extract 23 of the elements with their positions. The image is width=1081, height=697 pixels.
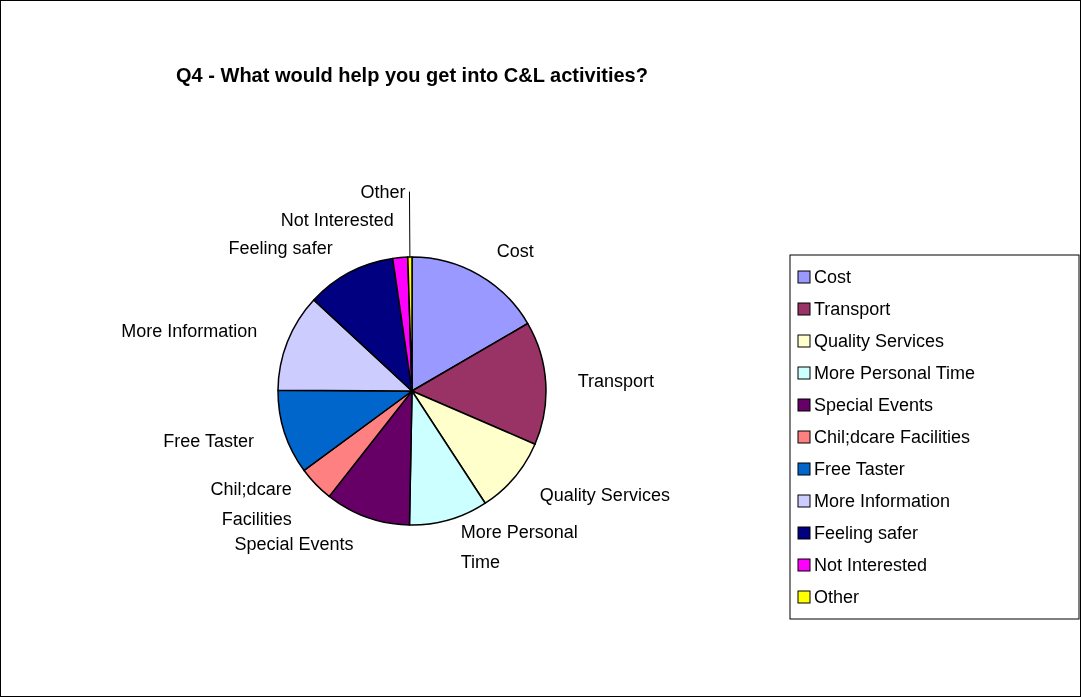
legend-label: More Personal Time: [814, 363, 976, 383]
slice-label: More Information: [121, 321, 258, 342]
slice-label: Cost: [496, 240, 534, 261]
slice-label: Feeling safer: [228, 237, 333, 258]
legend-label: Feeling safer: [814, 523, 919, 543]
slice-label: Not Interested: [280, 209, 394, 230]
legend-label: Not Interested: [814, 555, 928, 575]
slice-label: Quality Services: [539, 485, 670, 506]
legend-label: Free Taster: [814, 459, 905, 479]
slice-label: Other: [360, 181, 406, 202]
legend-label: Quality Services: [814, 331, 945, 351]
legend-label: Other: [814, 587, 860, 607]
slice-label: Transport: [577, 371, 655, 392]
legend-label: Transport: [814, 299, 891, 319]
slice-label: Free Taster: [163, 431, 254, 452]
slice-label: Special Events: [234, 533, 354, 554]
slice-label: Chil;dcare Facilities: [210, 478, 292, 529]
legend-label: Chil;dcare Facilities: [814, 427, 971, 447]
legend-label: Special Events: [814, 395, 934, 415]
slice-label: More Personal Time: [460, 521, 578, 572]
legend-label: More Information: [814, 491, 951, 511]
chart-title: Q4 - What would help you get into C&L activities?: [176, 64, 648, 86]
legend-label: Cost: [814, 267, 852, 287]
